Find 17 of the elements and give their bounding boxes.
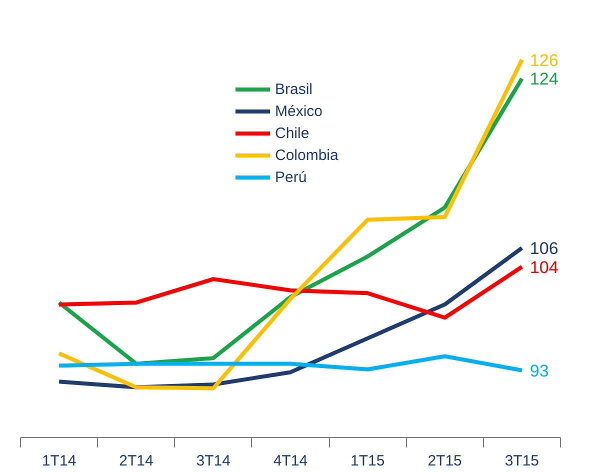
data-label: 93 [530, 361, 549, 380]
legend-label: Perú [275, 168, 307, 187]
x-tick-label: 3T15 [504, 452, 540, 470]
x-tick-label: 3T14 [196, 452, 230, 470]
legend-label: Brasil [275, 80, 313, 99]
data-label: 126 [530, 50, 558, 70]
x-tick-label: 1T15 [350, 452, 385, 470]
legend-label: Chile [275, 124, 310, 143]
data-label: 106 [530, 239, 558, 258]
legend-label: Colombia [275, 146, 338, 165]
x-tick-label: 2T14 [119, 452, 154, 470]
legend-label: México [275, 102, 323, 121]
data-label: 124 [530, 70, 558, 89]
x-tick-label: 1T14 [42, 452, 76, 470]
x-tick-label: 4T14 [273, 452, 308, 470]
x-tick-label: 2T15 [428, 452, 462, 470]
data-label: 104 [530, 258, 558, 277]
